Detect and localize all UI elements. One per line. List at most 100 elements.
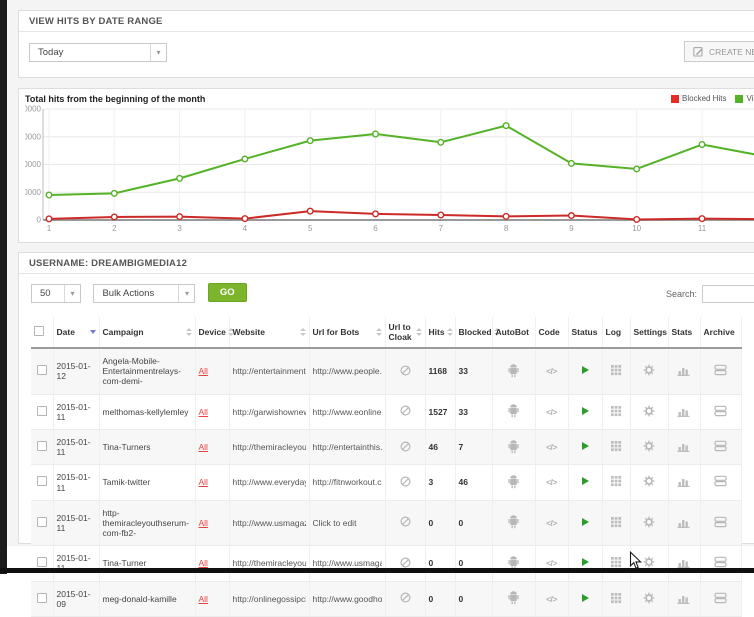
cloak-icon[interactable] [399, 516, 411, 527]
row-checkbox[interactable] [36, 476, 47, 487]
archive-icon[interactable] [714, 592, 727, 604]
row-url-for-bots[interactable]: http://fitnworkout.com/ [312, 477, 382, 488]
date-range-select[interactable]: Today ▾ [29, 43, 167, 62]
archive-icon[interactable] [714, 556, 727, 568]
svg-text:11: 11 [698, 224, 707, 233]
svg-text:6: 6 [373, 224, 378, 233]
archive-icon[interactable] [714, 364, 727, 376]
row-url-for-bots[interactable]: http://www.goodhousele... [312, 593, 382, 604]
row-checkbox[interactable] [36, 365, 47, 376]
archive-icon[interactable] [714, 516, 727, 528]
autobot-android-icon[interactable] [507, 514, 520, 529]
row-device-link[interactable]: All [198, 517, 208, 528]
settings-gear-icon[interactable] [643, 364, 655, 376]
log-calendar-icon[interactable] [610, 405, 622, 417]
log-calendar-icon[interactable] [610, 364, 622, 376]
archive-icon[interactable] [714, 440, 727, 452]
row-url-for-bots[interactable]: http://entertainthis.usatod... [312, 442, 382, 453]
log-calendar-icon[interactable] [610, 556, 622, 568]
row-date: 2015-01-09 [56, 588, 91, 609]
settings-gear-icon[interactable] [643, 592, 655, 604]
create-new-campaign-button[interactable]: CREATE NEW CAMPAIGN [684, 41, 754, 62]
stats-bar-chart-icon[interactable] [677, 592, 691, 604]
log-calendar-icon[interactable] [610, 516, 622, 528]
row-hits: 46 [428, 442, 438, 453]
page-size-select[interactable]: 50 ▾ [31, 284, 81, 303]
go-button[interactable]: GO [207, 283, 247, 302]
header-device[interactable]: Device [195, 317, 230, 349]
code-icon[interactable]: </> [546, 593, 557, 604]
row-device-link[interactable]: All [198, 366, 208, 377]
stats-bar-chart-icon[interactable] [677, 364, 691, 377]
header-campaign[interactable]: Campaign [99, 317, 196, 349]
svg-text:1: 1 [47, 224, 52, 233]
autobot-android-icon[interactable] [507, 439, 520, 454]
row-checkbox[interactable] [36, 557, 47, 568]
autobot-android-icon[interactable] [507, 403, 520, 418]
status-play-icon[interactable] [581, 406, 589, 415]
code-icon[interactable]: </> [546, 366, 557, 377]
mouse-cursor [629, 550, 642, 575]
autobot-android-icon[interactable] [507, 590, 520, 605]
header-date[interactable]: Date [53, 317, 100, 349]
settings-gear-icon[interactable] [643, 475, 655, 487]
log-calendar-icon[interactable] [610, 592, 622, 604]
row-checkbox[interactable] [36, 441, 47, 452]
archive-icon[interactable] [714, 405, 727, 417]
archive-icon[interactable] [714, 475, 727, 487]
status-play-icon[interactable] [581, 593, 589, 602]
settings-gear-icon[interactable] [643, 556, 655, 568]
status-play-icon[interactable] [581, 558, 589, 567]
cloak-icon[interactable] [399, 365, 411, 376]
status-play-icon[interactable] [581, 517, 589, 526]
stats-bar-chart-icon[interactable] [677, 516, 691, 528]
cloak-icon[interactable] [399, 592, 411, 603]
settings-gear-icon[interactable] [643, 405, 655, 417]
cloak-icon[interactable] [399, 557, 411, 568]
header-url-for-bots[interactable]: Url for Bots [309, 317, 386, 349]
code-icon[interactable]: </> [546, 406, 557, 417]
cloak-icon[interactable] [399, 476, 411, 487]
cloak-icon[interactable] [399, 441, 411, 452]
header-hits[interactable]: Hits [425, 317, 456, 349]
header-website[interactable]: Website [229, 317, 310, 349]
select-all-checkbox[interactable] [34, 326, 44, 336]
cloak-icon[interactable] [399, 405, 411, 416]
autobot-android-icon[interactable] [507, 363, 520, 378]
row-checkbox[interactable] [36, 592, 47, 603]
code-icon[interactable]: </> [546, 517, 557, 528]
row-checkbox[interactable] [36, 405, 47, 416]
code-icon[interactable]: </> [546, 477, 557, 488]
row-checkbox[interactable] [36, 516, 47, 527]
row-device-link[interactable]: All [198, 406, 208, 417]
stats-bar-chart-icon[interactable] [677, 556, 691, 569]
stats-bar-chart-icon[interactable] [677, 440, 691, 453]
search-input[interactable] [702, 285, 754, 303]
row-url-for-bots[interactable]: http://www.usmagazine.c... [312, 558, 382, 569]
status-play-icon[interactable] [581, 366, 589, 375]
settings-gear-icon[interactable] [643, 440, 655, 452]
header-url-to-cloak[interactable]: Url to Cloak [385, 317, 426, 349]
header-blocked[interactable]: Blocked [455, 317, 493, 349]
log-calendar-icon[interactable] [610, 475, 622, 487]
stats-bar-chart-icon[interactable] [677, 405, 691, 417]
row-device-link[interactable]: All [198, 593, 208, 604]
row-device-link[interactable]: All [198, 558, 208, 569]
settings-gear-icon[interactable] [643, 516, 655, 528]
bulk-actions-select[interactable]: Bulk Actions ▾ [93, 284, 196, 303]
autobot-android-icon[interactable] [507, 474, 520, 489]
stats-bar-chart-icon[interactable] [677, 475, 691, 488]
row-url-for-bots[interactable]: http://www.eonline.com/n... [312, 406, 382, 417]
collapsed-sidebar[interactable] [0, 0, 7, 574]
code-icon[interactable]: </> [546, 558, 557, 569]
code-icon[interactable]: </> [546, 442, 557, 453]
chart-legend: Blocked Hits Visitor Hits [671, 94, 754, 103]
row-device-link[interactable]: All [198, 442, 208, 453]
row-url-for-bots[interactable]: Click to edit [312, 517, 357, 528]
row-url-for-bots[interactable]: http://www.people.com/var... [312, 366, 382, 377]
log-calendar-icon[interactable] [610, 440, 622, 452]
row-device-link[interactable]: All [198, 477, 208, 488]
header-select-all[interactable] [31, 317, 54, 349]
status-play-icon[interactable] [581, 477, 589, 486]
status-play-icon[interactable] [581, 442, 589, 451]
